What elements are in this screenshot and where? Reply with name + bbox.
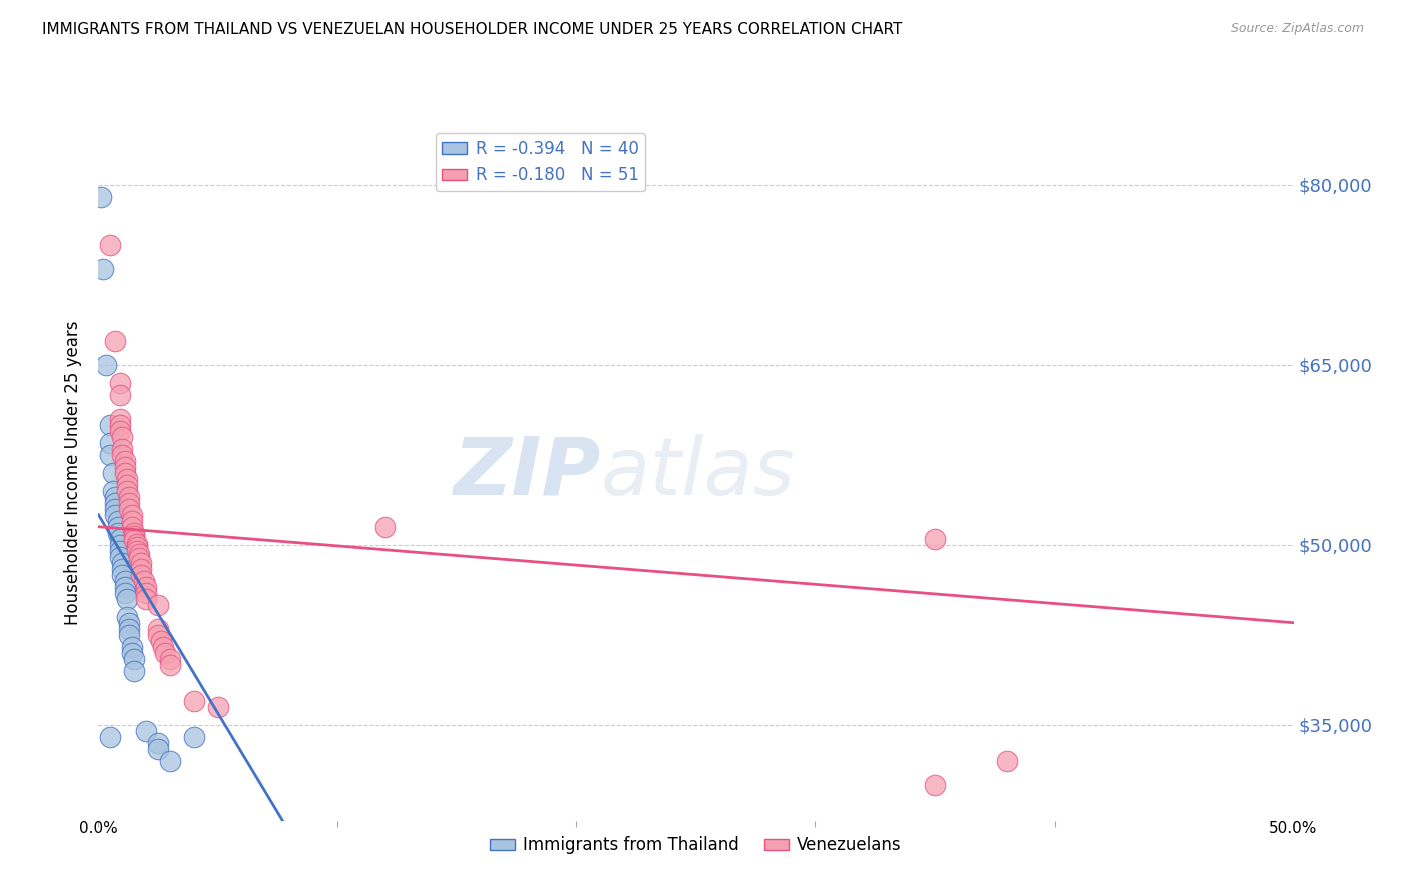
Point — [108, 417, 131, 432]
Point — [148, 622, 170, 636]
Point — [101, 466, 124, 480]
Point — [98, 417, 122, 432]
Point — [135, 580, 157, 594]
Point — [207, 699, 229, 714]
Point — [374, 520, 396, 534]
Point — [115, 472, 138, 486]
Point — [104, 508, 127, 522]
Y-axis label: Householder Income Under 25 years: Householder Income Under 25 years — [65, 320, 83, 625]
Point — [108, 543, 131, 558]
Point — [995, 754, 1018, 768]
Point — [115, 591, 138, 606]
Point — [135, 591, 157, 606]
Point — [114, 454, 136, 468]
Point — [108, 424, 131, 438]
Point — [98, 237, 122, 252]
Point — [128, 550, 150, 565]
Point — [121, 508, 143, 522]
Point — [108, 538, 131, 552]
Point — [924, 532, 946, 546]
Point — [121, 514, 143, 528]
Text: 0.0%: 0.0% — [79, 821, 118, 836]
Point — [101, 483, 124, 498]
Point — [159, 754, 181, 768]
Point — [115, 609, 138, 624]
Point — [118, 628, 141, 642]
Text: ZIP: ZIP — [453, 434, 600, 512]
Point — [107, 520, 129, 534]
Point — [108, 549, 131, 564]
Point — [107, 525, 129, 540]
Point — [114, 585, 136, 599]
Point — [114, 574, 136, 588]
Point — [924, 778, 946, 792]
Point — [114, 459, 136, 474]
Point — [108, 376, 131, 390]
Point — [118, 496, 141, 510]
Point — [124, 533, 146, 547]
Point — [124, 664, 146, 678]
Point — [125, 540, 148, 554]
Point — [128, 547, 150, 561]
Point — [159, 657, 181, 672]
Point — [152, 640, 174, 654]
Point — [131, 556, 153, 570]
Point — [148, 598, 170, 612]
Point — [183, 730, 205, 744]
Point — [118, 615, 141, 630]
Text: Source: ZipAtlas.com: Source: ZipAtlas.com — [1230, 22, 1364, 36]
Point — [124, 651, 146, 665]
Point — [98, 435, 122, 450]
Point — [159, 651, 181, 665]
Point — [124, 529, 146, 543]
Point — [131, 562, 153, 576]
Point — [125, 536, 148, 550]
Point — [148, 628, 170, 642]
Point — [111, 567, 134, 582]
Point — [108, 411, 131, 425]
Point — [111, 556, 134, 570]
Point — [149, 633, 172, 648]
Point — [98, 448, 122, 462]
Point — [111, 430, 134, 444]
Text: atlas: atlas — [600, 434, 796, 512]
Point — [118, 501, 141, 516]
Point — [131, 567, 153, 582]
Point — [125, 543, 148, 558]
Text: IMMIGRANTS FROM THAILAND VS VENEZUELAN HOUSEHOLDER INCOME UNDER 25 YEARS CORRELA: IMMIGRANTS FROM THAILAND VS VENEZUELAN H… — [42, 22, 903, 37]
Point — [108, 388, 131, 402]
Legend: Immigrants from Thailand, Venezuelans: Immigrants from Thailand, Venezuelans — [484, 830, 908, 861]
Point — [94, 358, 117, 372]
Point — [104, 334, 127, 348]
Point — [148, 741, 170, 756]
Text: 50.0%: 50.0% — [1270, 821, 1317, 836]
Point — [183, 694, 205, 708]
Point — [121, 520, 143, 534]
Point — [111, 562, 134, 576]
Point — [124, 525, 146, 540]
Point — [98, 730, 122, 744]
Point — [132, 574, 155, 588]
Point — [121, 646, 143, 660]
Point — [115, 477, 138, 491]
Point — [148, 736, 170, 750]
Point — [135, 723, 157, 738]
Point — [104, 496, 127, 510]
Point — [115, 483, 138, 498]
Point — [118, 622, 141, 636]
Point — [121, 640, 143, 654]
Point — [104, 490, 127, 504]
Point — [108, 532, 131, 546]
Point — [91, 261, 114, 276]
Point — [118, 490, 141, 504]
Point — [111, 448, 134, 462]
Point — [90, 190, 112, 204]
Point — [114, 580, 136, 594]
Point — [135, 585, 157, 599]
Point — [111, 442, 134, 456]
Point — [155, 646, 177, 660]
Point — [114, 466, 136, 480]
Point — [107, 514, 129, 528]
Point — [104, 501, 127, 516]
